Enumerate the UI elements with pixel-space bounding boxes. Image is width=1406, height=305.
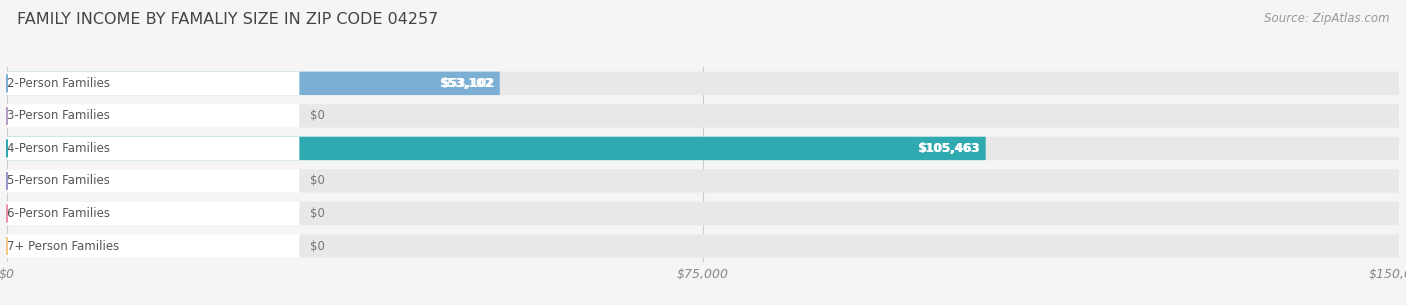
- Text: $0: $0: [311, 207, 325, 220]
- Text: 4-Person Families: 4-Person Families: [7, 142, 110, 155]
- Text: 3-Person Families: 3-Person Families: [7, 109, 110, 122]
- Text: $105,463: $105,463: [917, 142, 979, 155]
- FancyBboxPatch shape: [7, 72, 499, 95]
- Text: FAMILY INCOME BY FAMALIY SIZE IN ZIP CODE 04257: FAMILY INCOME BY FAMALIY SIZE IN ZIP COD…: [17, 12, 439, 27]
- FancyBboxPatch shape: [7, 137, 299, 160]
- FancyBboxPatch shape: [7, 72, 1399, 95]
- Text: $0: $0: [311, 109, 325, 122]
- Text: 5-Person Families: 5-Person Families: [7, 174, 110, 188]
- Text: $0: $0: [311, 239, 325, 253]
- Text: $105,463: $105,463: [918, 142, 980, 155]
- FancyBboxPatch shape: [7, 137, 1399, 160]
- Text: 2-Person Families: 2-Person Families: [7, 77, 110, 90]
- FancyBboxPatch shape: [7, 104, 299, 127]
- Text: 7+ Person Families: 7+ Person Families: [7, 239, 120, 253]
- Text: Source: ZipAtlas.com: Source: ZipAtlas.com: [1264, 12, 1389, 25]
- Text: $0: $0: [311, 174, 325, 188]
- FancyBboxPatch shape: [7, 104, 1399, 127]
- FancyBboxPatch shape: [7, 234, 299, 258]
- FancyBboxPatch shape: [7, 234, 1399, 258]
- Text: $53,102: $53,102: [439, 77, 494, 90]
- FancyBboxPatch shape: [7, 137, 986, 160]
- Text: $53,102: $53,102: [440, 77, 495, 90]
- FancyBboxPatch shape: [7, 202, 299, 225]
- Text: 6-Person Families: 6-Person Families: [7, 207, 110, 220]
- FancyBboxPatch shape: [7, 169, 1399, 193]
- FancyBboxPatch shape: [7, 169, 299, 193]
- FancyBboxPatch shape: [7, 72, 299, 95]
- FancyBboxPatch shape: [7, 202, 1399, 225]
